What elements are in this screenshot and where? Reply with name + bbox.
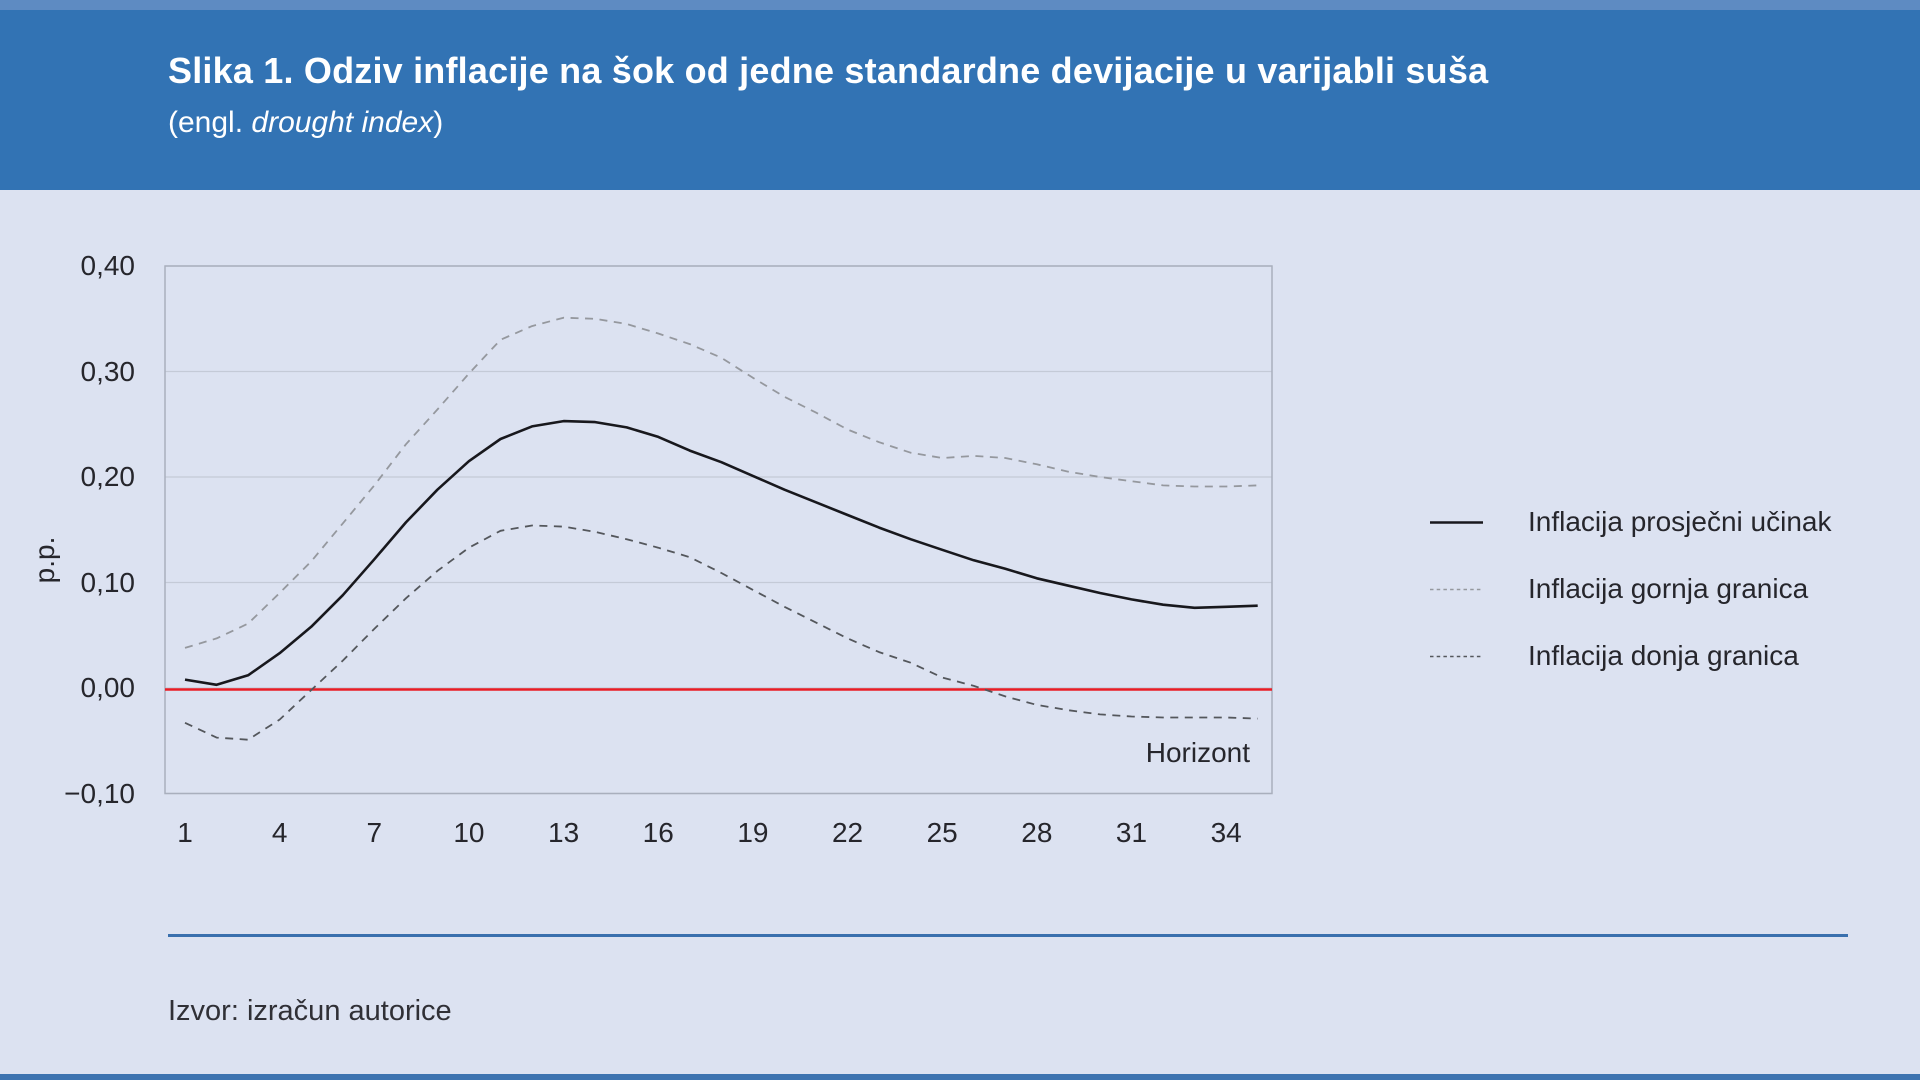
x-tick-label: 4 xyxy=(271,817,288,848)
header-band: Slika 1. Odziv inflacije na šok od jedne… xyxy=(0,10,1920,190)
x-tick-label: 22 xyxy=(831,817,864,848)
legend-line-sample xyxy=(1430,521,1483,524)
x-tick-label: 13 xyxy=(548,817,580,848)
y-tick-label: 0,00 xyxy=(80,672,136,703)
series-mean-line xyxy=(184,419,1258,687)
legend-label: Inflacija prosječni učinak xyxy=(1528,506,1832,537)
x-tick-label: 19 xyxy=(737,817,769,848)
separator-line xyxy=(168,934,1848,937)
legend-row: Inflacija gornja granica xyxy=(1430,572,1832,606)
y-axis-title: p.p. xyxy=(29,536,60,584)
x-tick-label: 28 xyxy=(1021,817,1053,848)
x-tick-label: 25 xyxy=(926,817,958,848)
series-upper-line xyxy=(184,316,1258,649)
y-tick-label: 0,10 xyxy=(80,566,136,598)
legend-label: Inflacija donja granica xyxy=(1528,640,1799,671)
figure-title: Slika 1. Odziv inflacije na šok od jedne… xyxy=(168,50,1489,91)
source-note: Izvor: izračun autorice xyxy=(168,995,452,1027)
y-tick-label: 0,40 xyxy=(80,250,136,281)
y-tick-label: −0,10 xyxy=(64,777,135,809)
legend-line-sample xyxy=(1430,588,1483,591)
x-tick-label: 10 xyxy=(453,817,485,848)
subtitle-suffix: ) xyxy=(433,106,444,139)
legend-row: Inflacija prosječni učinak xyxy=(1430,505,1832,539)
subtitle-prefix: (engl. xyxy=(168,106,252,139)
x-tick-label: 34 xyxy=(1210,817,1242,848)
x-axis-title: Horizont xyxy=(1145,737,1250,768)
x-tick-label: 31 xyxy=(1115,817,1148,848)
series-lower-line xyxy=(184,524,1258,741)
legend: Inflacija prosječni učinak Inflacija gorn… xyxy=(1430,505,1832,706)
y-tick-label: 0,20 xyxy=(80,461,136,492)
x-tick-label: 16 xyxy=(642,817,674,848)
plot-border xyxy=(164,265,1273,795)
x-tick-label: 7 xyxy=(366,817,383,848)
figure-subtitle: (engl. drought index) xyxy=(168,106,1368,140)
legend-row: Inflacija donja granica xyxy=(1430,639,1832,673)
y-tick-label: 0,30 xyxy=(80,355,136,387)
legend-line-sample xyxy=(1430,655,1483,658)
x-tick-label: 1 xyxy=(177,817,193,848)
subtitle-italic: drought index xyxy=(251,106,434,139)
bottom-strip xyxy=(0,1074,1920,1080)
legend-label: Inflacija gornja granica xyxy=(1528,573,1809,604)
top-strip xyxy=(0,0,1920,10)
